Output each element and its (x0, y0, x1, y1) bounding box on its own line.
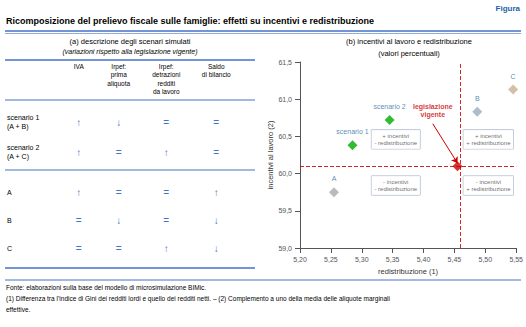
svg-text:↓: ↓ (214, 215, 219, 226)
svg-text:scenario 2: scenario 2 (373, 103, 405, 110)
svg-text:↓: ↓ (116, 117, 121, 128)
svg-text:5,30: 5,30 (355, 256, 369, 263)
svg-text:effettive.: effettive. (6, 306, 31, 313)
svg-text:(valori percentuali): (valori percentuali) (378, 49, 440, 58)
svg-text:60,5: 60,5 (278, 133, 292, 140)
svg-text:- redistribuzione: - redistribuzione (374, 186, 417, 192)
svg-text:- incentivi: - incentivi (476, 179, 501, 185)
svg-text:(variazioni rispetto alla legi: (variazioni rispetto alla legislazione v… (62, 48, 197, 56)
svg-text:scenario 1: scenario 1 (336, 128, 368, 135)
svg-text:59,5: 59,5 (278, 207, 292, 214)
svg-text:IVA: IVA (74, 63, 85, 70)
svg-text:59,0: 59,0 (278, 245, 292, 252)
svg-text:da lavoro: da lavoro (153, 88, 180, 95)
svg-text:+ incentivi: + incentivi (475, 133, 502, 139)
svg-text:5,40: 5,40 (417, 256, 431, 263)
svg-text:↑: ↑ (164, 243, 169, 254)
svg-text:scenario 1: scenario 1 (7, 114, 39, 121)
svg-text:C: C (511, 73, 516, 80)
svg-text:legislazione: legislazione (413, 103, 453, 111)
svg-text:redistribuzione (1): redistribuzione (1) (378, 267, 439, 276)
svg-text:=: = (213, 117, 219, 128)
svg-text:↑: ↑ (76, 117, 81, 128)
svg-text:Figura: Figura (496, 4, 521, 13)
svg-text:5,45: 5,45 (448, 256, 462, 263)
svg-text:A: A (7, 189, 12, 196)
svg-text:61,5: 61,5 (278, 59, 292, 66)
svg-text:prima: prima (111, 71, 128, 79)
svg-text:=: = (116, 147, 122, 158)
svg-text:redditi: redditi (157, 80, 175, 87)
svg-text:scenario 2: scenario 2 (7, 144, 39, 151)
svg-text:(A + C): (A + C) (7, 153, 29, 161)
svg-text:aliquota: aliquota (107, 80, 130, 88)
svg-text:5,55: 5,55 (509, 256, 523, 263)
svg-text:Fonte: elaborazioni sulla base: Fonte: elaborazioni sulla base del model… (6, 284, 206, 291)
svg-text:61,0: 61,0 (278, 96, 292, 103)
svg-text:Irpef:: Irpef: (159, 63, 174, 71)
svg-text:=: = (213, 147, 219, 158)
svg-text:detrazioni: detrazioni (152, 71, 180, 78)
svg-text:Saldo: Saldo (208, 63, 225, 70)
svg-text:=: = (116, 243, 122, 254)
svg-text:B: B (7, 217, 12, 224)
svg-text:incentivi al lavoro (2): incentivi al lavoro (2) (266, 120, 275, 189)
svg-text:↑: ↑ (164, 147, 169, 158)
svg-text:↓: ↓ (214, 243, 219, 254)
svg-text:- redistribuzione: - redistribuzione (374, 140, 417, 146)
svg-text:↑: ↑ (214, 187, 219, 198)
svg-text:(A + B): (A + B) (7, 123, 29, 131)
svg-text:=: = (163, 117, 169, 128)
svg-text:=: = (76, 243, 82, 254)
svg-text:5,50: 5,50 (478, 256, 492, 263)
svg-text:+ incentivi: + incentivi (382, 133, 409, 139)
svg-text:- incentivi: - incentivi (383, 179, 408, 185)
svg-text:=: = (163, 187, 169, 198)
svg-text:+ redistribuzione: + redistribuzione (466, 186, 511, 192)
svg-text:B: B (475, 95, 480, 102)
svg-text:A: A (332, 175, 337, 182)
svg-text:=: = (76, 215, 82, 226)
svg-text:vigente: vigente (421, 111, 446, 119)
svg-text:+ redistribuzione: + redistribuzione (466, 140, 511, 146)
svg-text:↓: ↓ (116, 215, 121, 226)
svg-text:(a) descrizione degli scenari: (a) descrizione degli scenari simulati (70, 37, 191, 46)
svg-text:↑: ↑ (76, 187, 81, 198)
svg-text:C: C (7, 245, 12, 252)
svg-text:Ricomposizione del prelievo fi: Ricomposizione del prelievo fiscale sull… (6, 16, 374, 26)
svg-text:5,20: 5,20 (293, 256, 307, 263)
svg-text:=: = (163, 215, 169, 226)
svg-text:↑: ↑ (76, 147, 81, 158)
svg-text:60,0: 60,0 (278, 170, 292, 177)
svg-text:di bilancio: di bilancio (202, 71, 231, 78)
svg-text:(1) Differenza tra l’indice di: (1) Differenza tra l’indice di Gini dei … (6, 295, 390, 303)
svg-text:=: = (116, 187, 122, 198)
svg-text:5,35: 5,35 (386, 256, 400, 263)
svg-text:5,25: 5,25 (324, 256, 338, 263)
svg-text:(b) incentivi al lavoro e redi: (b) incentivi al lavoro e redistribuzion… (346, 37, 472, 46)
svg-text:Irpef:: Irpef: (111, 63, 126, 71)
